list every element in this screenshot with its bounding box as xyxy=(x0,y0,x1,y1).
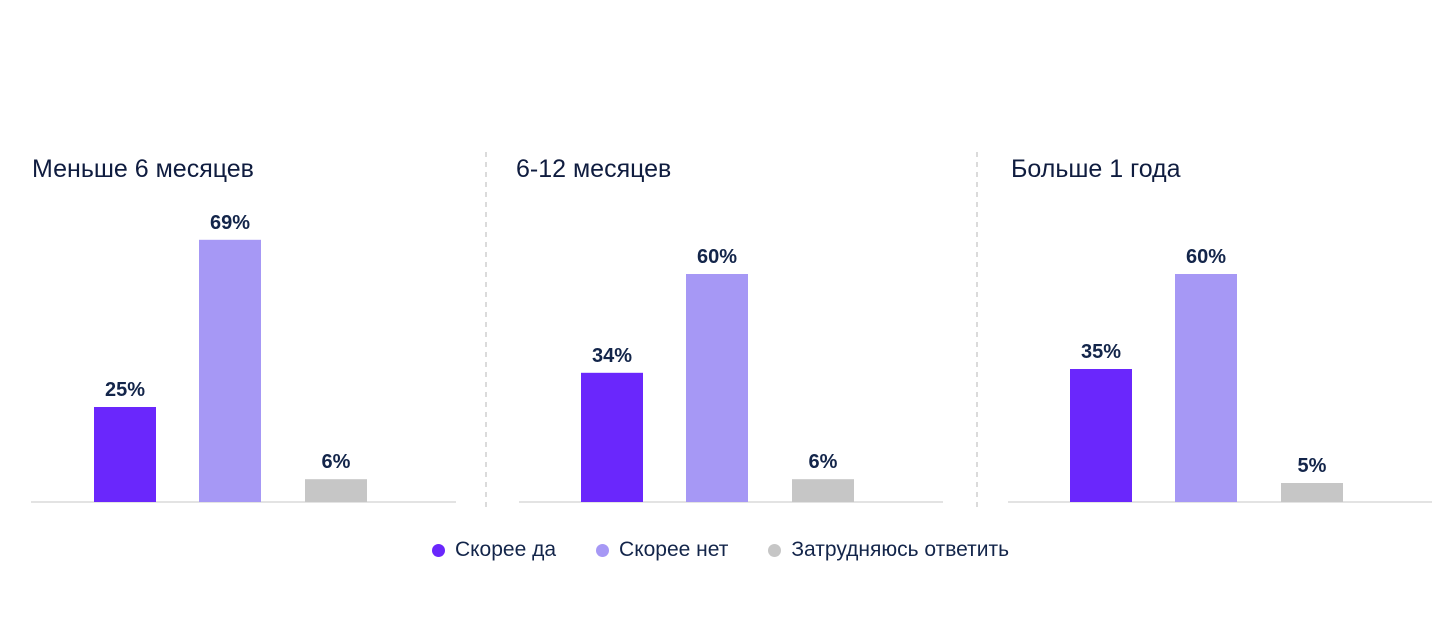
bar-no-panel-2 xyxy=(686,274,748,502)
bar-hard-panel-1 xyxy=(305,479,367,502)
bar-hard-panel-3 xyxy=(1281,483,1343,502)
panel-title-2: 6-12 месяцев xyxy=(516,155,671,183)
data-label-no-panel-3: 60% xyxy=(1186,246,1226,268)
bar-yes-panel-2 xyxy=(581,372,643,502)
bar-no-panel-1 xyxy=(199,239,261,503)
legend-dot-yes xyxy=(431,543,445,557)
legend-item-yes: Скорее да xyxy=(431,538,557,562)
legend: Скорее да Скорее нет Затрудняюсь ответит… xyxy=(0,538,1441,562)
bar-yes-panel-3 xyxy=(1070,369,1132,502)
data-label-yes-panel-1: 25% xyxy=(105,379,145,401)
bar-yes-panel-1 xyxy=(94,407,156,502)
chart-area: Меньше 6 месяцев 25% 69% 6% 6-12 месяцев 34% 6… xyxy=(31,152,1432,508)
panel-title-3: Больше 1 года xyxy=(1011,155,1181,183)
legend-item-hard: Затрудняюсь ответить xyxy=(768,538,1009,562)
legend-item-no: Скорее нет xyxy=(596,538,728,562)
bar-no-panel-3 xyxy=(1175,274,1237,502)
legend-dot-hard xyxy=(768,543,782,557)
data-label-hard-panel-1: 6% xyxy=(322,451,351,473)
data-label-no-panel-1: 69% xyxy=(210,212,250,234)
data-label-hard-panel-2: 6% xyxy=(809,451,838,473)
data-label-hard-panel-3: 5% xyxy=(1298,455,1327,477)
data-label-no-panel-2: 60% xyxy=(697,246,737,268)
data-label-yes-panel-3: 35% xyxy=(1081,341,1121,363)
legend-label-hard: Затрудняюсь ответить xyxy=(791,538,1010,561)
panel-title-1: Меньше 6 месяцев xyxy=(32,155,254,183)
legend-label-no: Скорее нет xyxy=(619,538,729,561)
legend-dot-no xyxy=(596,543,610,557)
data-label-yes-panel-2: 34% xyxy=(592,345,632,367)
legend-label-yes: Скорее да xyxy=(454,538,557,561)
bar-hard-panel-2 xyxy=(792,479,854,502)
